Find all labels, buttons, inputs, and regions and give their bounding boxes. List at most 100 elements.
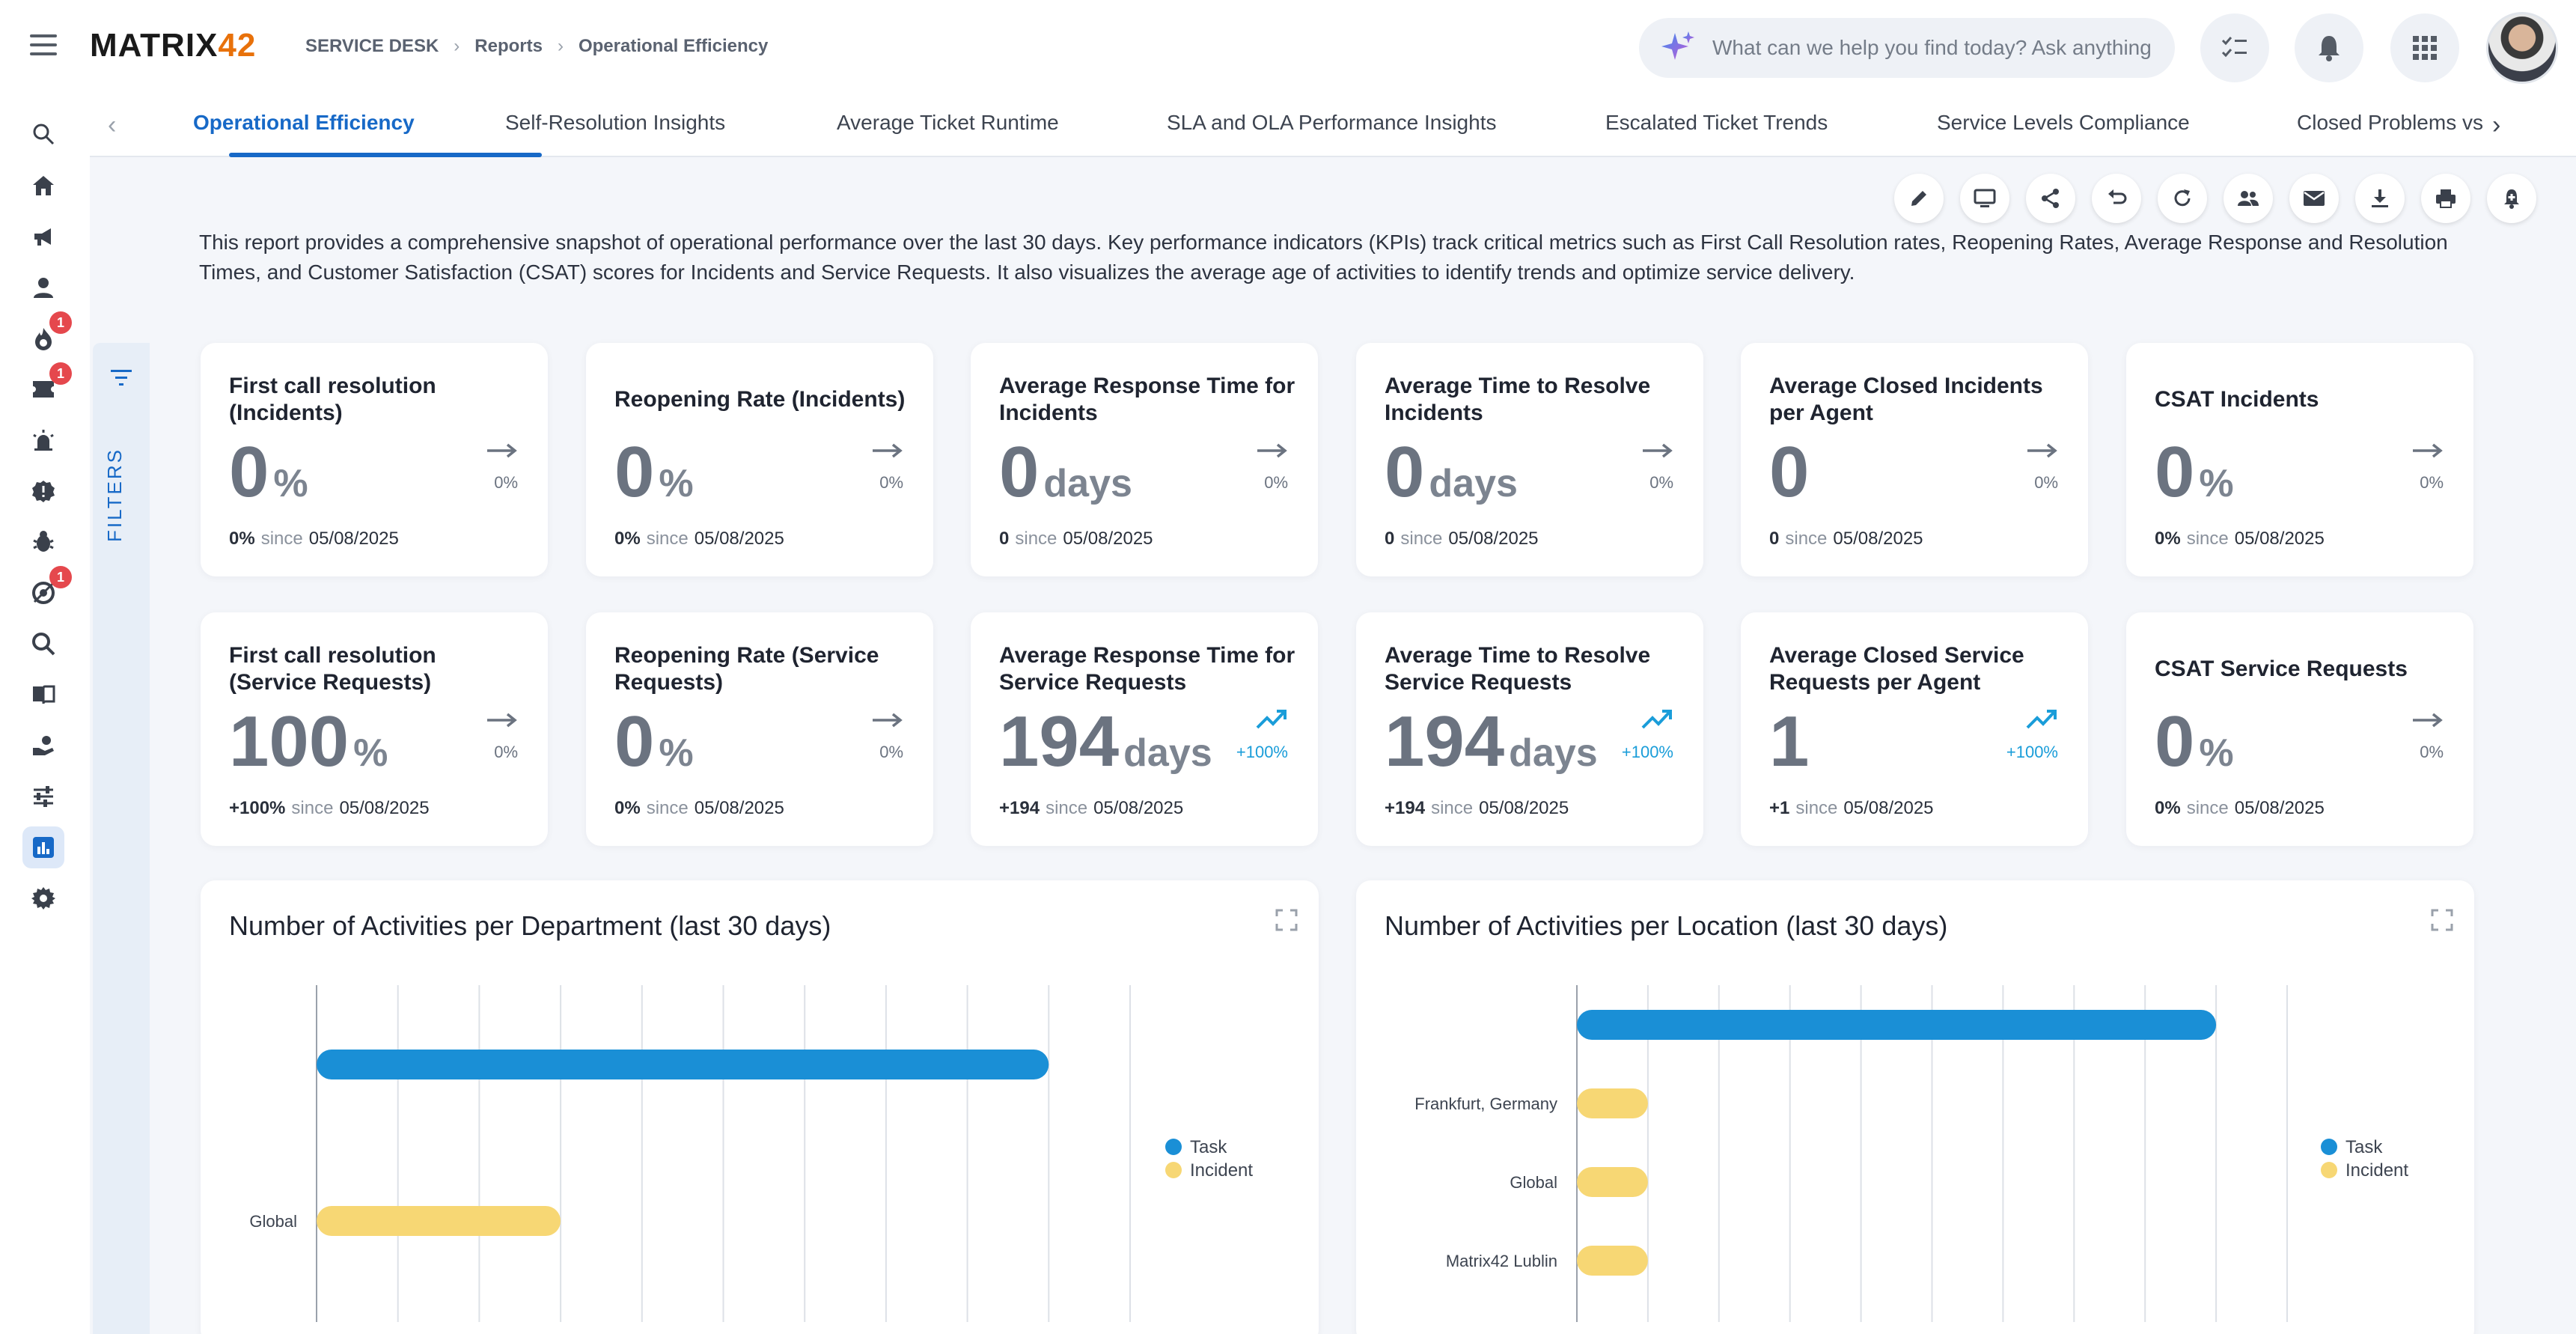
present-monitor-icon[interactable] <box>1960 174 2009 223</box>
kpi-value-row: 194 days <box>999 701 1212 794</box>
kpi-unit: days <box>1509 731 1598 775</box>
undo-icon[interactable] <box>2092 174 2141 223</box>
app-grid-icon[interactable] <box>2390 13 2459 82</box>
kpi-delta: +194 <box>1385 798 1426 818</box>
nav-bugs-icon[interactable] <box>22 521 64 563</box>
since-label: since <box>646 529 689 549</box>
nav-home-icon[interactable] <box>22 165 64 207</box>
refresh-icon[interactable] <box>2158 174 2207 223</box>
email-icon[interactable] <box>2289 174 2339 223</box>
nav-incidents-fire-icon[interactable]: 1 <box>22 311 72 359</box>
x-tick-label: 10 <box>1121 1331 1139 1334</box>
tabs-scroll-left-icon[interactable]: ‹ <box>108 111 117 139</box>
tabs-scroll-right-icon[interactable]: › <box>2492 111 2501 139</box>
kpi-change: 0% <box>2034 473 2058 492</box>
trend-flat-arrow-icon <box>1643 443 1673 458</box>
kpi-card[interactable]: Reopening Rate (Incidents) 0% 0% 0% since 05/… <box>586 343 933 576</box>
y-category-label: Global <box>249 1212 297 1231</box>
hamburger-menu-icon[interactable] <box>30 34 57 60</box>
kpi-change: 0% <box>879 743 903 761</box>
subscribers-icon[interactable] <box>2224 174 2273 223</box>
nav-reports-icon[interactable] <box>22 826 64 868</box>
kpi-date: 05/08/2025 <box>1833 529 1923 549</box>
tab-operational-efficiency[interactable]: Operational Efficiency <box>193 111 415 134</box>
x-tick-label: 7 <box>2069 1331 2078 1334</box>
kpi-card[interactable]: Average Time to Resolve Service Requests… <box>1356 612 1703 846</box>
x-tick-label: 5 <box>1927 1331 1936 1334</box>
filters-panel-toggle[interactable]: FILTERS <box>93 343 150 1334</box>
kpi-date: 05/08/2025 <box>308 529 399 549</box>
ai-sparkle-icon <box>1661 31 1694 60</box>
nav-changes-icon[interactable]: 1 <box>22 566 72 614</box>
nav-major-incident-siren-icon[interactable] <box>22 419 64 461</box>
tickets-badge: 1 <box>49 362 72 385</box>
edit-pencil-icon[interactable] <box>1894 174 1944 223</box>
kpi-card[interactable]: Average Closed Service Requests per Agen… <box>1741 612 2088 846</box>
breadcrumb: SERVICE DESK › Reports › Operational Eff… <box>305 36 768 57</box>
breadcrumb-service-desk[interactable]: SERVICE DESK <box>305 36 439 56</box>
kpi-card[interactable]: Average Time to Resolve Incidents 0 days 0%… <box>1356 343 1703 576</box>
legend-label: Task <box>1190 1137 1227 1157</box>
kpi-value: 0 <box>614 701 655 782</box>
tab-self-resolution-insights[interactable]: Self-Resolution Insights <box>505 111 726 134</box>
breadcrumb-current: Operational Efficiency <box>578 36 769 56</box>
alert-bell-add-icon[interactable] <box>2487 174 2536 223</box>
kpi-unit: days <box>1123 731 1212 775</box>
x-tick-label: 5 <box>718 1331 727 1334</box>
kpi-card[interactable]: First call resolution (Incidents) 0% 0% 0% s… <box>201 343 548 576</box>
nav-tickets-icon[interactable]: 1 <box>22 362 72 410</box>
report-description: This report provides a comprehensive sna… <box>199 231 2448 284</box>
kpi-card[interactable]: Average Response Time for Service Reques… <box>971 612 1318 846</box>
tab-closed-problems[interactable]: Closed Problems vs <box>2297 111 2483 134</box>
kpi-card[interactable]: Average Closed Incidents per Agent 0 0% 0 si… <box>1741 343 2088 576</box>
kpi-delta: 0% <box>614 798 641 818</box>
chart-title: Number of Activities per Department (las… <box>229 910 831 941</box>
share-icon[interactable] <box>2026 174 2075 223</box>
kpi-delta: 0 <box>999 529 1010 549</box>
print-icon[interactable] <box>2421 174 2470 223</box>
tasks-checklist-icon[interactable] <box>2200 13 2269 82</box>
legend-label: Incident <box>1190 1160 1253 1181</box>
nav-analysis-search-icon[interactable] <box>22 623 64 665</box>
nav-knowledge-book-icon[interactable] <box>22 674 64 716</box>
nav-service-users-icon[interactable] <box>22 267 64 308</box>
kpi-title: CSAT Incidents <box>2155 387 2319 412</box>
chevron-right-icon: › <box>557 36 564 56</box>
kpi-card[interactable]: Reopening Rate (Service Requests) 0% 0% 0% s… <box>586 612 933 846</box>
nav-announcements-icon[interactable] <box>22 216 64 258</box>
app-logo[interactable]: MATRIX42 <box>90 27 256 64</box>
nav-settings-sliders-icon[interactable] <box>22 776 64 817</box>
search-input[interactable] <box>1712 36 2161 60</box>
kpi-title: Reopening Rate (Incidents) <box>614 387 906 412</box>
since-label: since <box>646 798 689 818</box>
kpi-date: 05/08/2025 <box>1093 798 1184 818</box>
expand-chart-icon[interactable] <box>2431 909 2453 931</box>
tab-escalated-ticket-trends[interactable]: Escalated Ticket Trends <box>1605 111 1828 134</box>
global-search[interactable] <box>1639 18 2175 78</box>
nav-administration-gear-icon[interactable] <box>22 877 64 919</box>
nav-problems-icon[interactable] <box>22 470 64 512</box>
tab-sla-ola-performance[interactable]: SLA and OLA Performance Insights <box>1167 111 1497 134</box>
kpi-footer: 0% since 05/08/2025 <box>229 529 399 549</box>
kpi-card[interactable]: CSAT Incidents 0% 0% 0% since 05/08/2025 <box>2126 343 2473 576</box>
kpi-card[interactable]: First call resolution (Service Requests)… <box>201 612 548 846</box>
kpi-change: +100% <box>1621 743 1673 761</box>
kpi-title: Average Closed Incidents per Agent <box>1769 374 2043 425</box>
kpi-footer: +194 since 05/08/2025 <box>1385 798 1569 819</box>
user-avatar[interactable] <box>2486 12 2558 84</box>
x-tick-label: 2 <box>474 1331 483 1334</box>
nav-service-catalog-icon[interactable] <box>22 725 64 767</box>
kpi-card[interactable]: CSAT Service Requests 0% 0% 0% since 05/08/20… <box>2126 612 2473 846</box>
download-icon[interactable] <box>2355 174 2405 223</box>
x-tick-label: 9 <box>1044 1331 1053 1334</box>
tab-average-ticket-runtime[interactable]: Average Ticket Runtime <box>837 111 1059 134</box>
notifications-bell-icon[interactable] <box>2295 13 2363 82</box>
nav-search-icon[interactable] <box>22 113 64 155</box>
trend-flat-arrow-icon <box>487 713 517 728</box>
breadcrumb-reports[interactable]: Reports <box>474 36 543 56</box>
kpi-value-row: 194 days <box>1385 701 1598 794</box>
kpi-card[interactable]: Average Response Time for Incidents 0 days… <box>971 343 1318 576</box>
tab-service-levels-compliance[interactable]: Service Levels Compliance <box>1937 111 2190 134</box>
expand-chart-icon[interactable] <box>1275 909 1298 931</box>
kpi-title: Average Time to Resolve Incidents <box>1385 374 1651 425</box>
